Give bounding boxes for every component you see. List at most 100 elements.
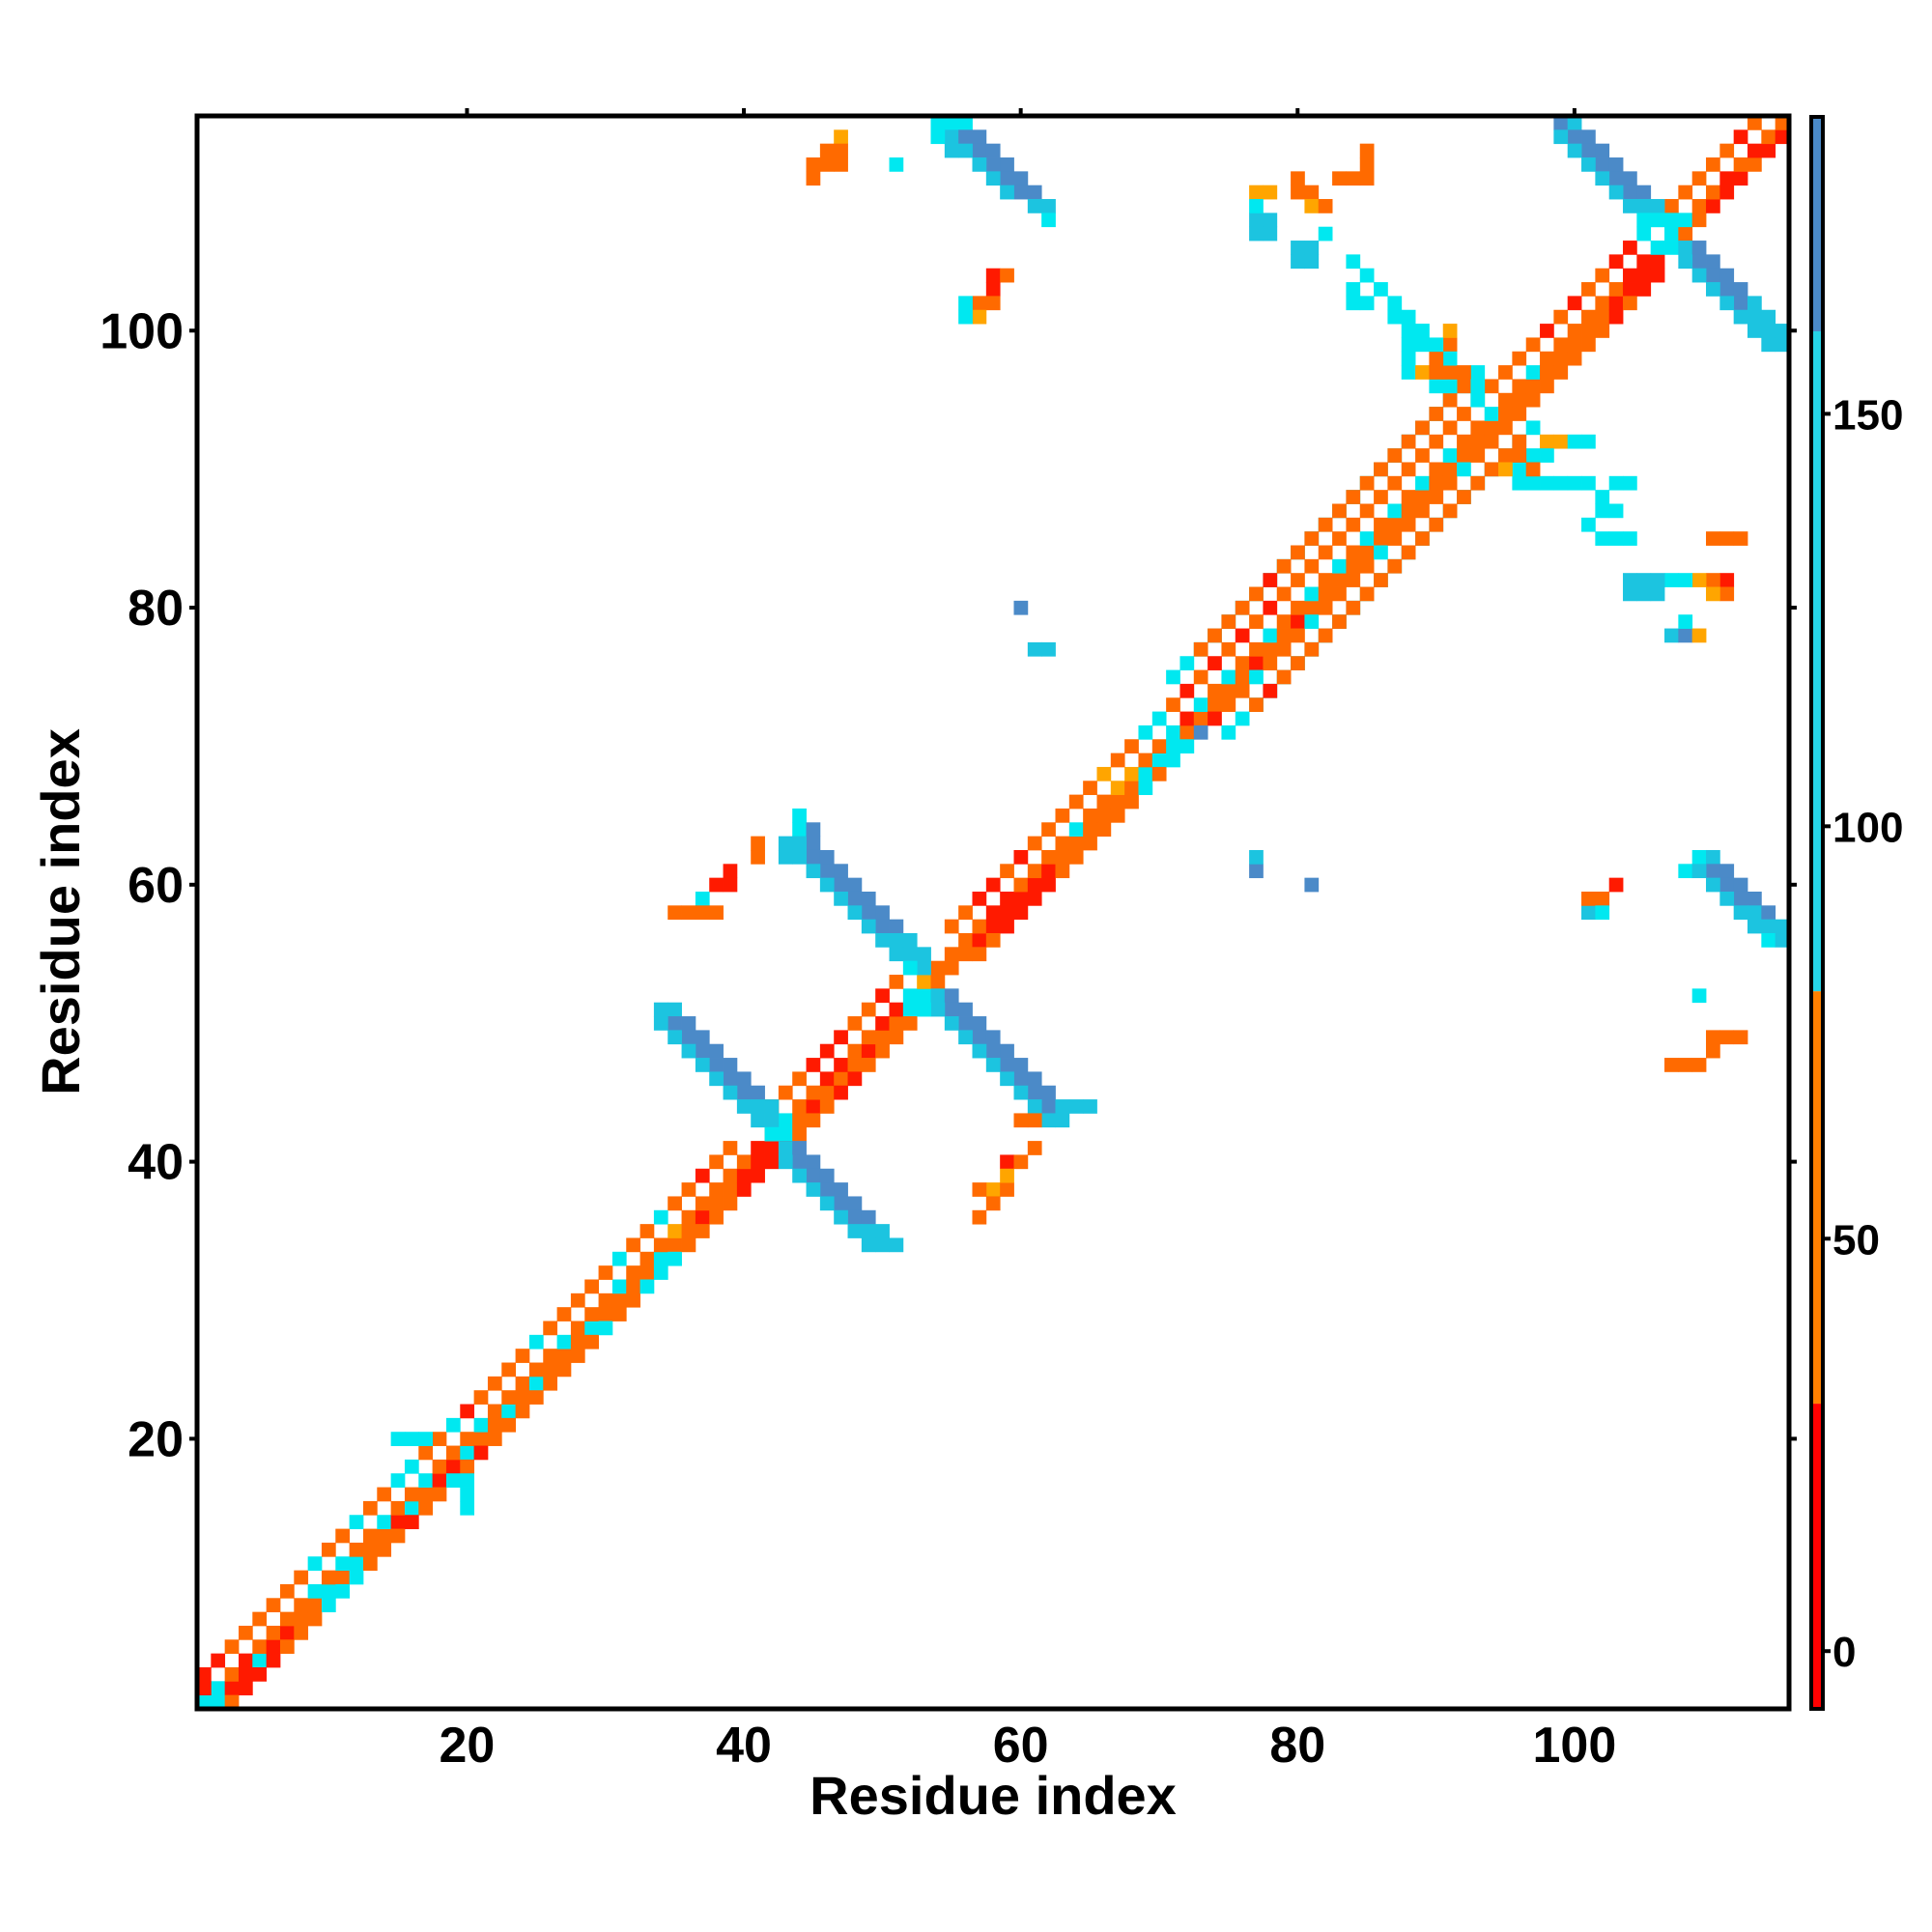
heatmap-cell [1470, 392, 1486, 408]
heatmap-cell [1429, 365, 1444, 380]
heatmap-cell [1719, 296, 1735, 311]
heatmap-cell [1636, 226, 1652, 242]
heatmap-cell [723, 1196, 738, 1211]
heatmap-cell [294, 1611, 309, 1627]
heatmap-cell [1581, 475, 1596, 491]
heatmap-cell [1179, 739, 1195, 753]
heatmap-cell [806, 836, 821, 851]
heatmap-cell [834, 891, 848, 906]
heatmap-cell [349, 1542, 364, 1557]
heatmap-cell [1581, 337, 1596, 353]
heatmap-cell [556, 1307, 572, 1321]
heatmap-cell [958, 1030, 973, 1045]
heatmap-cell [764, 1099, 780, 1114]
heatmap-cell [543, 1376, 557, 1391]
heatmap-cell [266, 1639, 281, 1655]
x-tick-label: 60 [993, 1718, 1049, 1774]
heatmap-cell [1567, 116, 1582, 130]
heatmap-cell [1027, 891, 1042, 906]
heatmap-cell [1691, 213, 1707, 228]
heatmap-cell [1208, 656, 1222, 670]
heatmap-cell [1263, 628, 1278, 643]
heatmap-cell [1470, 434, 1486, 449]
heatmap-cell [1387, 448, 1403, 463]
heatmap-cell [418, 1432, 434, 1446]
heatmap-cell [1650, 241, 1665, 255]
heatmap-cell [1083, 822, 1097, 838]
heatmap-cell [834, 157, 848, 172]
heatmap-cell [1346, 296, 1361, 311]
heatmap-cell [528, 1376, 544, 1391]
heatmap-cell [1221, 683, 1236, 698]
heatmap-cell [1525, 337, 1541, 353]
heatmap-cell [1110, 781, 1125, 796]
heatmap-cell [279, 1583, 295, 1599]
heatmap-cell [723, 877, 738, 893]
heatmap-cell [668, 1237, 682, 1253]
heatmap-cell [1664, 1058, 1679, 1072]
heatmap-cell [1540, 365, 1554, 380]
heatmap-cell [197, 1681, 212, 1696]
heatmap-cell [1636, 199, 1652, 213]
heatmap-cell [985, 1196, 1001, 1211]
heatmap-cell [1304, 614, 1320, 629]
heatmap-cell [460, 1487, 475, 1502]
heatmap-cell [1013, 1085, 1029, 1100]
heatmap-cell [1374, 531, 1388, 546]
heatmap-cell [1068, 836, 1084, 851]
heatmap-cell [723, 1058, 738, 1072]
heatmap-cell [307, 1611, 323, 1627]
heatmap-cell [460, 1404, 475, 1419]
heatmap-cell [1706, 877, 1720, 893]
heatmap-cell [1706, 254, 1720, 270]
heatmap-cell [1691, 849, 1707, 865]
heatmap-cell [1512, 351, 1527, 366]
heatmap-cell [1581, 309, 1596, 325]
heatmap-cell [1747, 296, 1762, 311]
heatmap-cell [1512, 379, 1527, 394]
heatmap-cell [1000, 891, 1014, 906]
heatmap-cell [1429, 351, 1444, 366]
heatmap-cell [1623, 282, 1637, 297]
heatmap-cell [1291, 545, 1305, 560]
heatmap-cell [1249, 226, 1264, 242]
heatmap-cell [1595, 268, 1610, 283]
heatmap-cell [972, 1043, 987, 1059]
heatmap-cell [238, 1681, 253, 1696]
heatmap-cell [972, 143, 987, 158]
heatmap-cell [944, 143, 959, 158]
heatmap-cell [806, 1058, 821, 1072]
heatmap-cell [418, 1473, 434, 1488]
heatmap-cell [1124, 739, 1139, 753]
heatmap-cell [1691, 628, 1707, 643]
heatmap-cell [1678, 1058, 1693, 1072]
heatmap-cell [1208, 697, 1222, 712]
heatmap-cell [1000, 919, 1014, 934]
heatmap-cell [1291, 254, 1305, 270]
heatmap-cell [1581, 157, 1596, 172]
heatmap-cell [639, 1279, 655, 1294]
heatmap-cell [985, 1058, 1001, 1072]
heatmap-cell [1608, 282, 1624, 297]
heatmap-cell [875, 919, 890, 934]
heatmap-cell [778, 1126, 793, 1142]
heatmap-cell [1567, 129, 1582, 145]
heatmap-cell [1761, 129, 1776, 145]
heatmap-cell [1664, 241, 1679, 255]
heatmap-cell [1041, 213, 1056, 228]
heatmap-cell [1623, 573, 1637, 587]
heatmap-cell [1678, 254, 1693, 270]
heatmap-cell [1429, 407, 1444, 421]
heatmap-cell [930, 129, 946, 145]
heatmap-cell [279, 1611, 295, 1627]
heatmap-cell [723, 1085, 738, 1100]
heatmap-cell [1318, 226, 1333, 242]
heatmap-cell [1193, 711, 1208, 726]
heatmap-cell [1221, 669, 1236, 685]
heatmap-cell [473, 1417, 489, 1433]
heatmap-cell [432, 1432, 447, 1446]
heatmap-cell [1027, 1099, 1042, 1114]
heatmap-cell [1332, 558, 1347, 574]
heatmap-cell [1304, 531, 1320, 546]
heatmap-cell [1055, 1113, 1070, 1128]
